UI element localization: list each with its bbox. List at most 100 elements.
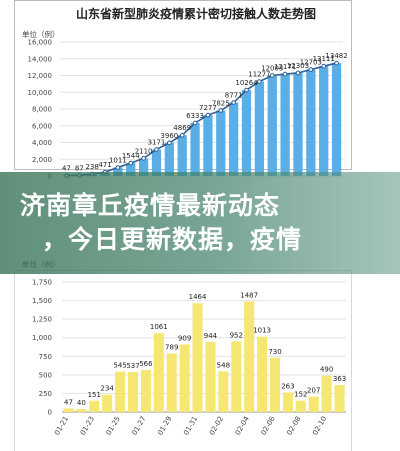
chart1-data-label: 10264 xyxy=(235,79,258,87)
chart2-bar xyxy=(335,385,345,412)
chart2-bar xyxy=(257,337,267,412)
chart2-data-label: 548 xyxy=(217,361,230,369)
chart2-data-label: 730 xyxy=(268,348,281,356)
chart2-bar xyxy=(63,409,73,412)
chart2-x-tick-label: 01-27 xyxy=(131,415,148,437)
chart2-bar xyxy=(115,372,125,412)
chart2-x-tick-label: 01-29 xyxy=(156,415,173,437)
chart2-y-tick-label: 1,250 xyxy=(32,316,52,324)
chart1-point xyxy=(322,64,326,68)
chart2-bar xyxy=(283,392,293,412)
chart1-y-tick-label: 6,000 xyxy=(32,122,52,130)
chart2-bar xyxy=(154,333,164,412)
chart2-data-label: 152 xyxy=(294,391,307,399)
chart1-bar xyxy=(255,82,264,176)
chart1-data-label: 2110 xyxy=(135,147,153,155)
chart2-bar xyxy=(180,344,190,412)
chart1-bar xyxy=(268,75,277,176)
chart1-data-label: 7825 xyxy=(212,99,230,107)
chart1-y-tick-label: 8,000 xyxy=(32,106,52,114)
chart2-bar xyxy=(218,371,228,412)
headline-line-1: 济南章丘疫情最新动态 xyxy=(0,189,400,223)
chart1-data-label: 6333 xyxy=(186,112,204,120)
chart2-x-tick-label: 02-08 xyxy=(285,415,302,437)
chart1-bar xyxy=(229,103,238,176)
chart2-data-label: 40 xyxy=(77,399,86,407)
chart2-x-tick-label: 01-25 xyxy=(105,415,122,437)
chart1-point xyxy=(168,141,172,145)
chart2-y-tick-label: 1,000 xyxy=(32,334,52,342)
chart2-bar xyxy=(193,303,203,412)
chart2-data-label: 944 xyxy=(204,332,218,340)
chart1-y-tick-label: 2,000 xyxy=(32,156,52,164)
chart1-bar xyxy=(332,63,341,176)
chart2-data-label: 909 xyxy=(178,334,191,342)
chart2-y-tick-label: 750 xyxy=(39,353,52,361)
chart1-data-label: 3960 xyxy=(160,132,178,140)
chart1-point xyxy=(245,88,249,92)
chart1-bar xyxy=(293,73,302,176)
chart2-bar xyxy=(167,353,177,412)
chart1-bar xyxy=(216,110,225,176)
chart1-point xyxy=(270,74,274,78)
chart2-bar xyxy=(231,341,241,412)
chart2-data-label: 537 xyxy=(126,362,139,370)
chart2-data-label: 1013 xyxy=(253,327,271,335)
chart1-bar xyxy=(178,135,187,176)
chart2-data-label: 490 xyxy=(320,366,333,374)
chart2-data-label: 1061 xyxy=(150,323,168,331)
chart1-y-tick-label: 14,000 xyxy=(28,55,53,63)
chart2-data-label: 1464 xyxy=(189,293,207,301)
chart2-data-label: 263 xyxy=(281,382,294,390)
chart2-bar xyxy=(205,342,215,412)
chart2-data-label: 545 xyxy=(113,362,126,370)
chart1-data-label: 8771 xyxy=(225,92,243,100)
chart2-bar xyxy=(128,372,138,412)
chart2-data-label: 789 xyxy=(165,343,178,351)
chart2-bar xyxy=(102,395,112,412)
chart1-y-tick-label: 16,000 xyxy=(28,39,53,47)
chart2-x-tick-label: 02-04 xyxy=(234,415,251,437)
chart2-bar xyxy=(322,376,332,412)
chart1-y-tick-label: 4,000 xyxy=(32,139,52,147)
chart1-data-label: 4869 xyxy=(173,124,191,132)
chart1-point xyxy=(116,166,120,170)
chart1-bar xyxy=(242,90,251,176)
chart1-title: 山东省新型肺炎疫情累计密切接触人数走势图 xyxy=(76,6,316,21)
chart2-data-label: 47 xyxy=(64,399,73,407)
chart2-bar xyxy=(141,370,151,412)
chart2-bar xyxy=(309,397,319,412)
chart2-x-tick-label: 02-02 xyxy=(208,415,225,437)
chart2-bar xyxy=(296,401,306,412)
chart1-point xyxy=(283,72,287,76)
chart2-y-tick-label: 0 xyxy=(48,409,52,417)
chart1-point xyxy=(258,80,262,84)
chart1-data-label: 238 xyxy=(85,163,98,171)
chart2-data-label: 207 xyxy=(307,387,320,395)
chart2-y-tick-label: 1,750 xyxy=(32,279,52,287)
chart2-bar xyxy=(76,409,86,412)
chart2-data-label: 1487 xyxy=(240,292,258,300)
chart2-data-label: 151 xyxy=(88,391,101,399)
chart2-x-tick-label: 01-21 xyxy=(53,415,70,437)
chart2-y-tick-label: 500 xyxy=(39,371,52,379)
headline-banner: 济南章丘疫情最新动态 ，今日更新数据，疫情 xyxy=(0,172,400,274)
chart2-x-tick-label: 01-23 xyxy=(79,415,96,437)
chart2-data-label: 363 xyxy=(333,375,346,383)
chart2-x-tick-label: 02-06 xyxy=(260,415,277,437)
chart1-y-tick-label: 12,000 xyxy=(28,72,53,80)
chart2-y-tick-label: 1,500 xyxy=(32,297,52,305)
chart1-bar xyxy=(280,74,289,176)
chart1-point xyxy=(180,133,184,137)
chart1-point xyxy=(309,68,313,72)
chart2-y-tick-label: 250 xyxy=(39,390,52,398)
chart1-bar xyxy=(306,70,315,176)
chart2-data-label: 234 xyxy=(100,385,114,393)
headline-line-2: ，今日更新数据，疫情 xyxy=(0,223,400,257)
chart1-point xyxy=(232,101,236,105)
chart2-bar xyxy=(89,401,99,412)
chart1-point xyxy=(193,121,197,125)
chart2-data-label: 952 xyxy=(230,331,243,339)
chart1-bar xyxy=(190,123,199,176)
